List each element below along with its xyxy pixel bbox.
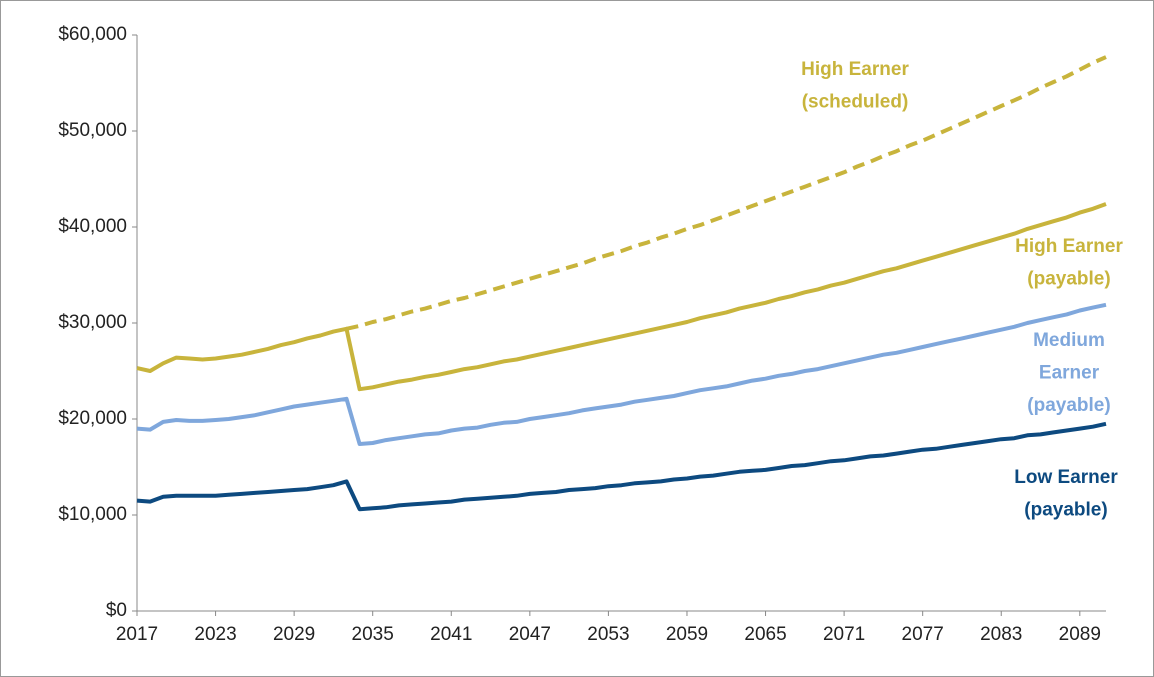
series-line	[346, 55, 1107, 331]
series-label: (payable)	[1024, 500, 1107, 521]
y-tick-label: $20,000	[58, 408, 127, 429]
series-line	[136, 202, 1107, 392]
x-tick-label: 2041	[430, 624, 472, 645]
x-tick-label: 2089	[1059, 624, 1101, 645]
series-label: Low Earner	[1014, 467, 1118, 488]
x-tick-label: 2023	[194, 624, 236, 645]
series-label: High Earner	[1015, 236, 1123, 257]
series-label: (payable)	[1027, 395, 1110, 416]
x-tick-label: 2017	[116, 624, 158, 645]
y-tick-label: $50,000	[58, 120, 127, 141]
x-tick-label: 2083	[980, 624, 1022, 645]
x-tick-label: 2059	[666, 624, 708, 645]
x-tick-label: 2029	[273, 624, 315, 645]
series-line	[136, 302, 1107, 446]
x-tick-label: 2065	[744, 624, 786, 645]
x-tick-label: 2047	[509, 624, 551, 645]
series-label: High Earner	[801, 59, 909, 80]
y-tick-label: $30,000	[58, 312, 127, 333]
x-tick-label: 2035	[352, 624, 394, 645]
x-tick-label: 2053	[587, 624, 629, 645]
series-label: Medium	[1033, 330, 1105, 351]
y-tick-label: $60,000	[58, 24, 127, 45]
y-tick-label: $0	[106, 600, 127, 621]
series-label: (scheduled)	[802, 92, 909, 113]
y-tick-label: $40,000	[58, 216, 127, 237]
x-tick-label: 2077	[902, 624, 944, 645]
series-label: Earner	[1039, 363, 1100, 384]
y-tick-label: $10,000	[58, 504, 127, 525]
x-tick-label: 2071	[823, 624, 865, 645]
series-line	[136, 421, 1107, 512]
series-label: (payable)	[1027, 269, 1110, 290]
